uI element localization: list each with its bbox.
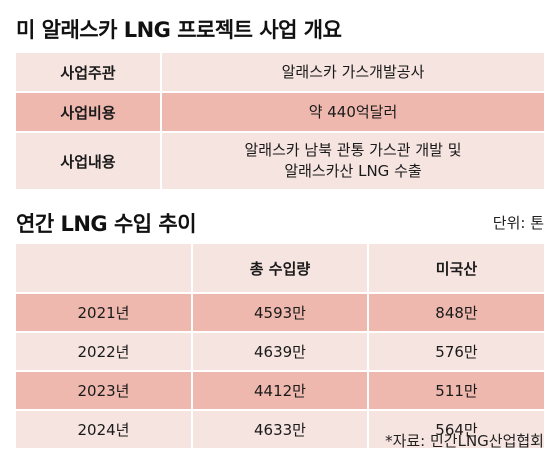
overview-label: 사업내용 [16, 132, 162, 191]
imports-header-row: 총 수입량 미국산 [16, 244, 544, 294]
total-cell: 4412만 [192, 371, 369, 411]
overview-title: 미 알래스카 LNG 프로젝트 사업 개요 [16, 18, 342, 42]
table-row: 2024년 4633만 564만 [16, 410, 544, 450]
total-cell: 4639만 [192, 332, 369, 372]
header-cell-total: 총 수입량 [192, 244, 369, 294]
overview-label: 사업주관 [16, 53, 162, 93]
source-note: *자료: 민간LNG산업협회 [385, 432, 544, 450]
year-cell: 2023년 [16, 371, 193, 411]
unit-label: 단위: 톤 [492, 214, 544, 232]
overview-value: 약 440억달러 [161, 92, 544, 133]
overview-row-content: 사업내용 알래스카 남북 관통 가스관 개발 및 알래스카산 LNG 수출 [16, 132, 544, 191]
us-cell: 576만 [368, 332, 544, 372]
year-cell: 2021년 [16, 293, 193, 333]
us-cell: 564만 [368, 410, 544, 450]
overview-row-cost: 사업비용 약 440억달러 [16, 92, 544, 133]
year-cell: 2022년 [16, 332, 193, 372]
total-cell: 4593만 [192, 293, 369, 333]
overview-table: 사업주관 알래스카 가스개발공사 사업비용 약 440억달러 사업내용 알래스카… [16, 53, 544, 191]
header-cell-year [16, 244, 193, 294]
overview-value: 알래스카 남북 관통 가스관 개발 및 알래스카산 LNG 수출 [161, 132, 544, 191]
imports-table: 총 수입량 미국산 2021년 4593만 848만 2022년 4639만 5… [16, 244, 544, 450]
overview-row-organizer: 사업주관 알래스카 가스개발공사 [16, 53, 544, 93]
us-cell: 511만 [368, 371, 544, 411]
table-row: 2022년 4639만 576만 [16, 332, 544, 372]
year-cell: 2024년 [16, 410, 193, 450]
table-row: 2021년 4593만 848만 [16, 293, 544, 333]
overview-value: 알래스카 가스개발공사 [161, 53, 544, 93]
header-cell-us: 미국산 [368, 244, 544, 294]
overview-value-line: 알래스카산 LNG 수출 [284, 162, 422, 180]
overview-label: 사업비용 [16, 92, 162, 133]
imports-title: 연간 LNG 수입 추이 [16, 212, 197, 236]
table-row: 2023년 4412만 511만 [16, 371, 544, 411]
total-cell: 4633만 [192, 410, 369, 450]
overview-value-line: 알래스카 남북 관통 가스관 개발 및 [244, 141, 462, 159]
us-cell: 848만 [368, 293, 544, 333]
